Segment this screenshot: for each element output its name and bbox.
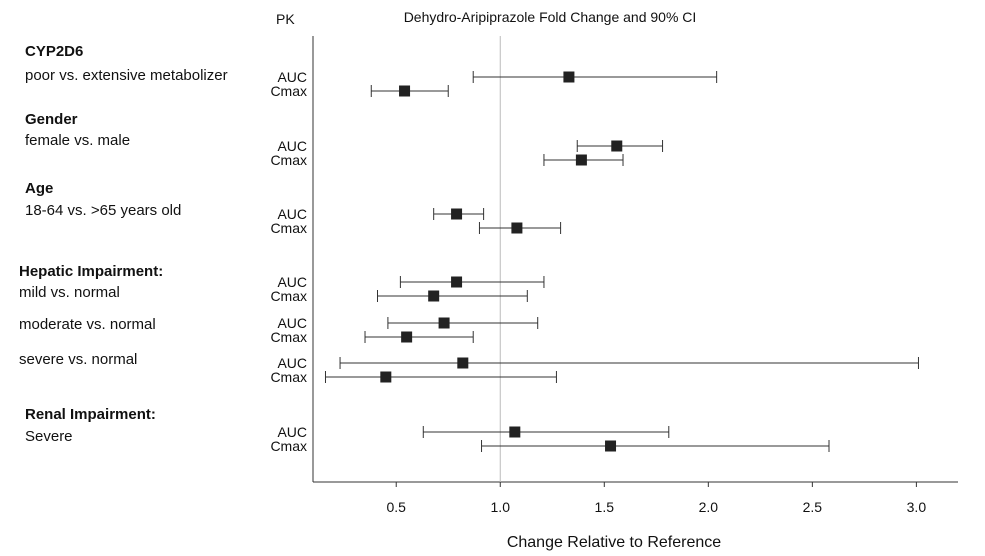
pk-parameter-label: Cmax <box>270 152 307 168</box>
pk-parameter-label: AUC <box>277 274 307 290</box>
pk-parameter-label: Cmax <box>270 369 307 385</box>
point-estimate-marker <box>380 371 392 383</box>
x-tick-label: 3.0 <box>907 499 927 515</box>
point-estimate-marker <box>438 317 450 329</box>
group-subtitle: 18-64 vs. >65 years old <box>25 202 181 219</box>
point-estimate-marker <box>451 208 463 220</box>
pk-parameter-label: Cmax <box>270 438 307 454</box>
group-subtitle: poor vs. extensive metabolizer <box>25 67 228 84</box>
point-estimate-marker <box>509 426 521 438</box>
pk-parameter-label: AUC <box>277 355 307 371</box>
x-tick-label: 2.5 <box>803 499 823 515</box>
group-labels: CYP2D6 poor vs. extensive metabolizer Gend… <box>19 43 228 445</box>
chart-title: Dehydro-Aripiprazole Fold Change and 90%… <box>404 9 697 25</box>
x-axis-ticks: 0.5 1.0 1.5 2.0 2.5 3.0 <box>386 482 926 515</box>
group-title: Gender <box>25 111 78 128</box>
pk-column-header: PK <box>276 11 295 27</box>
group-title: Renal Impairment: <box>25 406 156 423</box>
point-estimate-marker <box>563 71 575 83</box>
point-estimate-marker <box>605 440 617 452</box>
x-axis-label: Change Relative to Reference <box>507 534 721 551</box>
x-tick-label: 1.5 <box>595 499 615 515</box>
group-subtitle: moderate vs. normal <box>19 316 156 333</box>
pk-parameter-label: AUC <box>277 69 307 85</box>
group-title: CYP2D6 <box>25 43 83 60</box>
group-title: Hepatic Impairment: <box>19 263 163 280</box>
x-tick-label: 0.5 <box>386 499 406 515</box>
group-title: Age <box>25 180 53 197</box>
pk-parameter-label: AUC <box>277 424 307 440</box>
point-estimate-marker <box>428 290 440 302</box>
pk-parameter-label: Cmax <box>270 220 307 236</box>
pk-parameter-label: AUC <box>277 315 307 331</box>
pk-parameter-label: Cmax <box>270 329 307 345</box>
x-tick-label: 2.0 <box>699 499 719 515</box>
data-rows: AUCCmaxAUCCmaxAUCCmaxAUCCmaxAUCCmaxAUCCm… <box>270 69 919 454</box>
pk-parameter-label: Cmax <box>270 83 307 99</box>
pk-parameter-label: AUC <box>277 206 307 222</box>
point-estimate-marker <box>575 154 587 166</box>
group-subtitle: severe vs. normal <box>19 351 137 368</box>
point-estimate-marker <box>399 85 411 97</box>
x-tick-label: 1.0 <box>491 499 511 515</box>
point-estimate-marker <box>401 331 413 343</box>
group-subtitle: female vs. male <box>25 132 130 149</box>
point-estimate-marker <box>457 357 469 369</box>
group-subtitle: Severe <box>25 428 73 445</box>
point-estimate-marker <box>451 276 463 288</box>
pk-parameter-label: AUC <box>277 138 307 154</box>
point-estimate-marker <box>511 222 523 234</box>
point-estimate-marker <box>611 140 623 152</box>
pk-parameter-label: Cmax <box>270 288 307 304</box>
group-subtitle: mild vs. normal <box>19 284 120 301</box>
